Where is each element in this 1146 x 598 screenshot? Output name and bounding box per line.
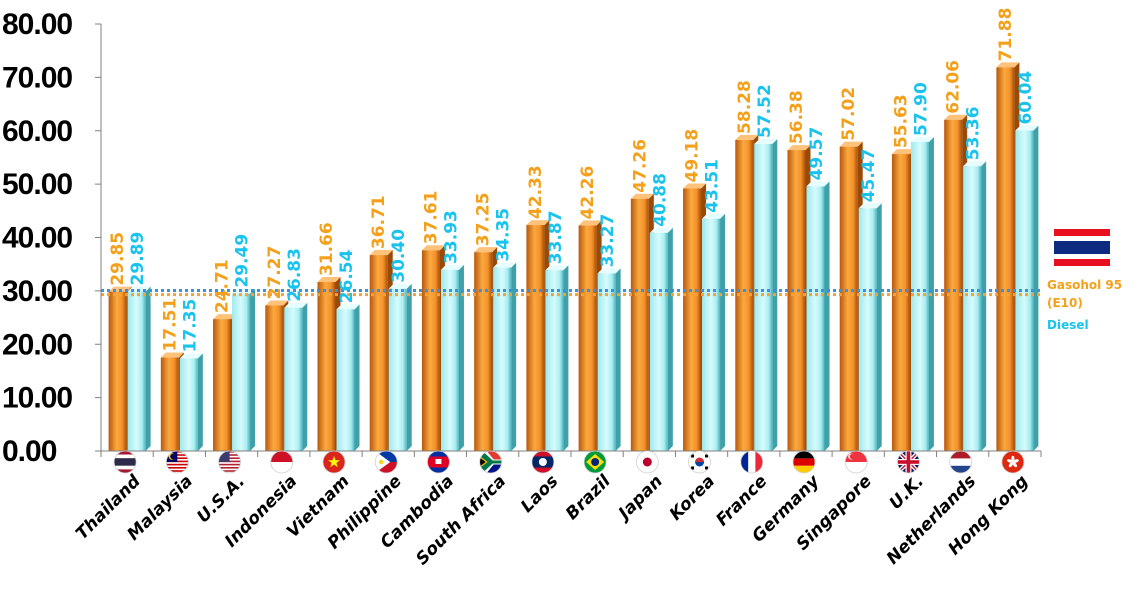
gasohol-value-label-3: 27.27 (265, 246, 285, 300)
category-label-7: South Africa (412, 471, 510, 569)
legend: Gasohol 95 (E10) Diesel (1047, 229, 1122, 332)
diesel-value-label-11: 43.51 (703, 159, 723, 213)
gasohol-value-label-4: 31.66 (317, 222, 337, 276)
diesel-bar-8 (545, 265, 569, 451)
south-africa-flag-icon (479, 450, 503, 474)
gasohol-value-label-15: 55.63 (891, 94, 911, 148)
legend-diesel-label: Diesel (1047, 318, 1089, 332)
diesel-value-label-6: 33.93 (441, 210, 461, 264)
y-tick-label: 80.00 (2, 8, 72, 41)
thailand-flag-icon (1054, 229, 1110, 266)
usa-flag-icon (218, 450, 241, 474)
malaysia-flag-icon (165, 450, 189, 474)
france-flag-icon (740, 450, 764, 474)
diesel-value-label-14: 45.47 (859, 149, 879, 203)
gasohol-value-label-10: 47.26 (630, 139, 650, 193)
gasohol-value-label-0: 29.85 (108, 232, 128, 286)
laos-flag-icon (531, 450, 555, 474)
y-tick-label: 20.00 (2, 328, 72, 361)
gasohol-value-label-7: 37.25 (474, 192, 494, 246)
gasohol-value-label-6: 37.61 (421, 190, 441, 244)
diesel-value-label-13: 49.57 (807, 127, 827, 181)
legend-gasohol-label-line2: (E10) (1047, 296, 1083, 310)
diesel-value-label-2: 29.49 (233, 234, 253, 288)
gasohol-value-label-9: 42.26 (578, 166, 598, 220)
bars (108, 62, 1039, 452)
germany-flag-icon (792, 450, 816, 474)
reference-lines (101, 288, 1041, 297)
uk-flag-icon (897, 450, 920, 474)
diesel-value-label-8: 33.87 (546, 210, 566, 264)
gasohol-value-label-1: 17.51 (160, 298, 180, 352)
y-tick-label: 50.00 (2, 168, 72, 201)
philippines-flag-icon (374, 450, 398, 474)
flags (113, 450, 1025, 474)
diesel-value-label-4: 26.54 (337, 249, 357, 303)
diesel-value-label-0: 29.89 (128, 232, 148, 286)
diesel-value-label-7: 34.35 (494, 208, 514, 262)
gasohol-value-label-17: 71.88 (996, 8, 1016, 62)
diesel-bar-9 (597, 268, 621, 451)
diesel-value-label-1: 17.35 (180, 299, 200, 353)
diesel-bar-11 (702, 213, 726, 451)
diesel-bar-0 (127, 286, 151, 451)
diesel-value-label-16: 53.36 (964, 106, 984, 160)
diesel-bar-7 (493, 262, 517, 451)
gasohol-value-label-5: 36.71 (369, 195, 389, 249)
category-label-9: Brazil (562, 471, 615, 524)
gasohol-value-label-12: 58.28 (735, 80, 755, 134)
korea-flag-icon (688, 450, 711, 474)
gasohol-value-label-11: 49.18 (683, 129, 703, 183)
cambodia-flag-icon (427, 450, 450, 474)
vietnam-flag-icon (322, 450, 346, 474)
category-label-16: Netherlands (883, 471, 980, 568)
category-labels: ThailandMalaysiaU.S.A.IndonesiaVietnamPh… (72, 471, 1032, 570)
diesel-bar-4 (336, 304, 360, 451)
value-labels: 29.85 29.89 17.51 17.35 24.71 29.49 27.27 26.83… (108, 8, 1036, 353)
y-tick-label: 0.00 (2, 435, 57, 468)
gasohol-value-label-16: 62.06 (944, 60, 964, 114)
category-label-11: Korea (666, 471, 719, 524)
y-tick-label: 10.00 (2, 382, 72, 415)
japan-flag-icon (635, 450, 659, 474)
gasohol-value-label-2: 24.71 (213, 259, 233, 313)
legend-gasohol-label: Gasohol 95 (1047, 278, 1122, 292)
diesel-value-label-5: 30.40 (389, 229, 409, 283)
gasohol-value-label-14: 57.02 (839, 87, 859, 141)
diesel-value-label-9: 33.27 (598, 214, 618, 268)
axes: 0.00 10.00 20.00 30.00 40.00 50.00 60.00 70.00 8… (2, 8, 1042, 468)
y-tick-label: 70.00 (2, 61, 72, 94)
diesel-bar-16 (963, 161, 987, 452)
y-tick-label: 30.00 (2, 275, 72, 308)
diesel-value-label-12: 57.52 (755, 84, 775, 138)
hong-kong-flag-icon (1001, 450, 1025, 474)
netherlands-flag-icon (949, 450, 973, 474)
singapore-flag-icon (844, 450, 868, 474)
diesel-bar-3 (284, 302, 308, 451)
diesel-bar-17 (1015, 125, 1039, 451)
indonesia-flag-icon (270, 450, 294, 474)
diesel-bar-6 (440, 264, 464, 451)
diesel-bar-2 (232, 288, 256, 451)
category-label-10: Japan (613, 471, 667, 525)
diesel-value-label-15: 57.90 (911, 82, 931, 136)
thailand-flag-icon (113, 450, 137, 474)
diesel-bar-10 (649, 227, 673, 451)
diesel-value-label-3: 26.83 (285, 248, 305, 302)
gasohol-value-label-8: 42.33 (526, 165, 546, 219)
diesel-bar-1 (179, 353, 203, 451)
category-label-15: U.K. (886, 471, 928, 513)
diesel-bar-5 (388, 283, 412, 451)
y-tick-label: 60.00 (2, 115, 72, 148)
brazil-flag-icon (583, 450, 607, 474)
diesel-value-label-10: 40.88 (650, 173, 670, 227)
gasohol-value-label-13: 56.38 (787, 90, 807, 144)
y-tick-label: 40.00 (2, 222, 72, 255)
diesel-value-label-17: 60.04 (1016, 71, 1036, 125)
diesel-bar-14 (858, 203, 882, 451)
category-label-8: Laos (517, 471, 562, 516)
diesel-bar-13 (806, 181, 830, 452)
